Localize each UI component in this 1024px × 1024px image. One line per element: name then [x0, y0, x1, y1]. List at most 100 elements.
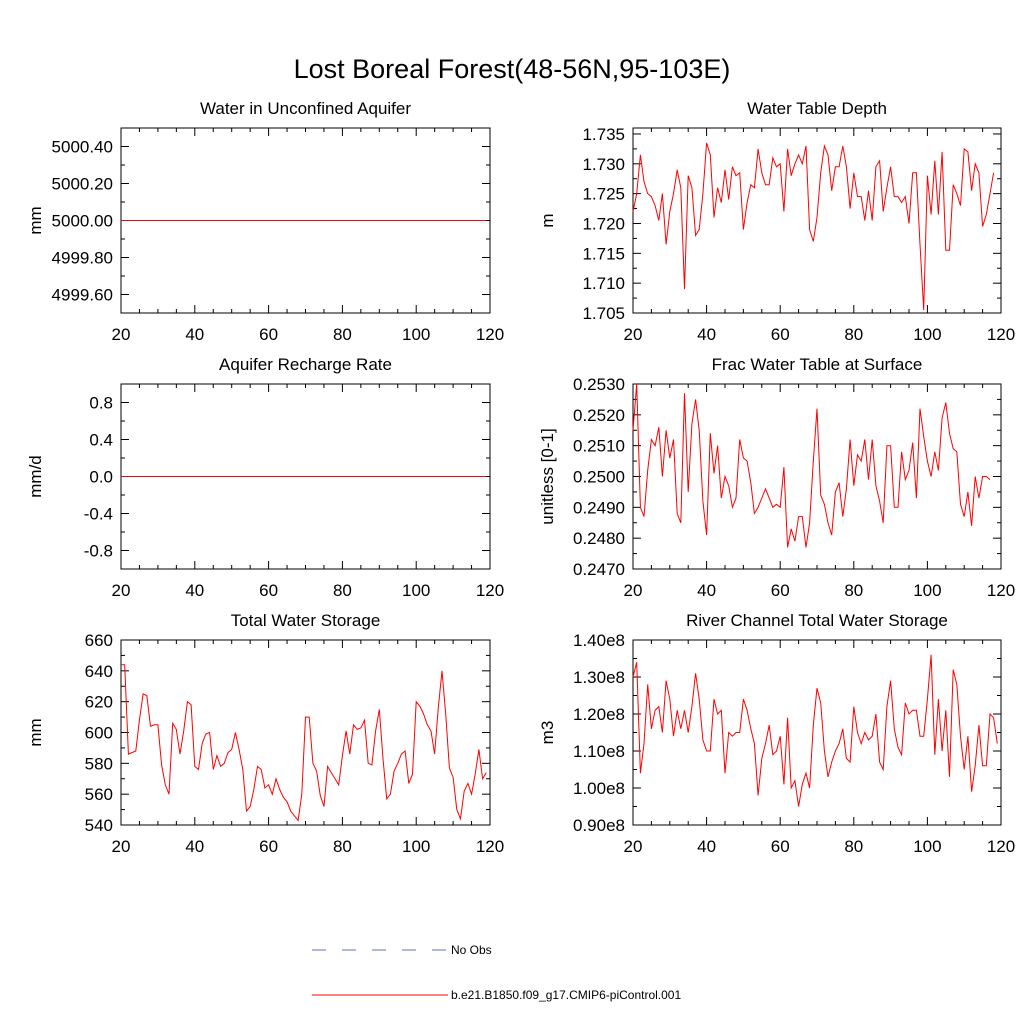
panel-title: Aquifer Recharge Rate: [219, 355, 392, 374]
x-tick-label: 80: [844, 325, 863, 344]
y-tick-label: 0.0: [89, 468, 113, 487]
y-tick-label: 1.00e8: [573, 779, 625, 798]
y-tick-label: 1.735: [582, 125, 625, 144]
legend-label-no-obs: No Obs: [451, 943, 492, 957]
panel-title: Total Water Storage: [231, 611, 381, 630]
y-tick-label: 0.2530: [573, 375, 625, 394]
panel-6: River Channel Total Water Storage m3 20 40 6…: [538, 611, 1015, 856]
x-tick-label: 40: [697, 581, 716, 600]
x-tick-label: 100: [913, 581, 941, 600]
y-axis-label: m: [538, 213, 557, 227]
y-tick-label: 4999.60: [52, 286, 113, 305]
x-tick-label: 20: [112, 837, 131, 856]
x-tick-label: 100: [402, 837, 430, 856]
panel-title: River Channel Total Water Storage: [686, 611, 948, 630]
y-tick-label: 620: [85, 693, 113, 712]
series-line: [632, 654, 998, 807]
y-tick-label: 1.20e8: [573, 705, 625, 724]
y-tick-label: 5000.20: [52, 175, 113, 194]
x-tick-label: 100: [913, 325, 941, 344]
y-tick-label: 0.2520: [573, 406, 625, 425]
y-axis-label: mm/d: [26, 455, 45, 498]
x-tick-label: 60: [259, 837, 278, 856]
y-tick-label: -0.4: [84, 505, 113, 524]
y-tick-label: -0.8: [84, 542, 113, 561]
y-tick-label: 5000.00: [52, 212, 113, 231]
series-line: [632, 142, 995, 311]
y-tick-label: 0.2500: [573, 468, 625, 487]
panel-1: Water in Unconfined Aquifer mm 20 40 60 80 100…: [26, 99, 504, 344]
y-tick-label: 1.725: [582, 185, 625, 204]
y-axis-label: m3: [538, 721, 557, 745]
x-tick-label: 100: [402, 325, 430, 344]
y-tick-label: 4999.80: [52, 249, 113, 268]
x-tick-label: 40: [697, 325, 716, 344]
x-tick-label: 80: [333, 837, 352, 856]
legend-label-model: b.e21.B1850.f09_g17.CMIP6-piControl.001: [451, 988, 681, 1002]
x-tick-label: 120: [987, 581, 1015, 600]
y-tick-label: 0.2480: [573, 529, 625, 548]
y-tick-label: 1.730: [582, 155, 625, 174]
y-tick-label: 540: [85, 816, 113, 835]
x-tick-label: 60: [259, 581, 278, 600]
panel-title: Water in Unconfined Aquifer: [200, 99, 411, 118]
x-tick-label: 100: [402, 581, 430, 600]
y-tick-label: 660: [85, 631, 113, 650]
y-tick-label: 5000.40: [52, 138, 113, 157]
y-tick-label: 1.710: [582, 274, 625, 293]
x-tick-label: 20: [112, 325, 131, 344]
x-tick-label: 20: [624, 325, 643, 344]
x-tick-label: 20: [624, 837, 643, 856]
series-line: [632, 383, 991, 548]
x-tick-label: 120: [987, 325, 1015, 344]
y-tick-label: 1.10e8: [573, 742, 625, 761]
panel-title: Frac Water Table at Surface: [712, 355, 923, 374]
x-tick-label: 120: [476, 581, 504, 600]
x-tick-label: 80: [844, 837, 863, 856]
panel-5: Total Water Storage mm 20 40 60 80 100 120 540 56…: [26, 611, 504, 856]
x-tick-label: 60: [771, 837, 790, 856]
panels: Water in Unconfined Aquifer mm 20 40 60 80 100…: [26, 99, 1015, 856]
y-tick-label: 0.8: [89, 394, 113, 413]
x-tick-label: 80: [333, 325, 352, 344]
x-tick-label: 40: [185, 837, 204, 856]
x-tick-label: 80: [333, 581, 352, 600]
panel-3: Aquifer Recharge Rate mm/d 20 40 60 80 100 120 -…: [26, 355, 504, 600]
y-tick-label: 0.90e8: [573, 816, 625, 835]
y-tick-label: 1.40e8: [573, 631, 625, 650]
x-tick-label: 60: [259, 325, 278, 344]
panel-title: Water Table Depth: [747, 99, 887, 118]
y-tick-label: 1.705: [582, 304, 625, 323]
x-tick-label: 60: [771, 581, 790, 600]
x-tick-label: 40: [185, 325, 204, 344]
y-tick-label: 1.715: [582, 244, 625, 263]
y-tick-label: 560: [85, 785, 113, 804]
series-line: [121, 664, 487, 822]
y-axis-label: mm: [26, 206, 45, 234]
panel-2: Water Table Depth m 20 40 60 80 100 120 1.705 1.7…: [538, 99, 1015, 344]
x-tick-label: 40: [185, 581, 204, 600]
y-tick-label: 0.4: [89, 431, 113, 450]
x-tick-label: 60: [771, 325, 790, 344]
x-tick-label: 120: [476, 325, 504, 344]
y-tick-label: 640: [85, 662, 113, 681]
x-tick-label: 20: [112, 581, 131, 600]
x-tick-label: 120: [987, 837, 1015, 856]
panel-4: Frac Water Table at Surface unitless [0-1…: [538, 355, 1015, 600]
y-tick-label: 580: [85, 754, 113, 773]
y-tick-label: 1.720: [582, 214, 625, 233]
x-tick-label: 20: [624, 581, 643, 600]
y-tick-label: 0.2510: [573, 437, 625, 456]
y-tick-label: 0.2470: [573, 560, 625, 579]
x-tick-label: 80: [844, 581, 863, 600]
y-axis-label: mm: [26, 718, 45, 746]
x-tick-label: 100: [913, 837, 941, 856]
x-tick-label: 40: [697, 837, 716, 856]
legend: No Obs b.e21.B1850.f09_g17.CMIP6-piContr…: [312, 943, 681, 1002]
figure-title: Lost Boreal Forest(48-56N,95-103E): [294, 54, 731, 84]
y-tick-label: 0.2490: [573, 498, 625, 517]
y-axis-label: unitless [0-1]: [538, 428, 557, 524]
x-tick-label: 120: [476, 837, 504, 856]
y-tick-label: 1.30e8: [573, 668, 625, 687]
